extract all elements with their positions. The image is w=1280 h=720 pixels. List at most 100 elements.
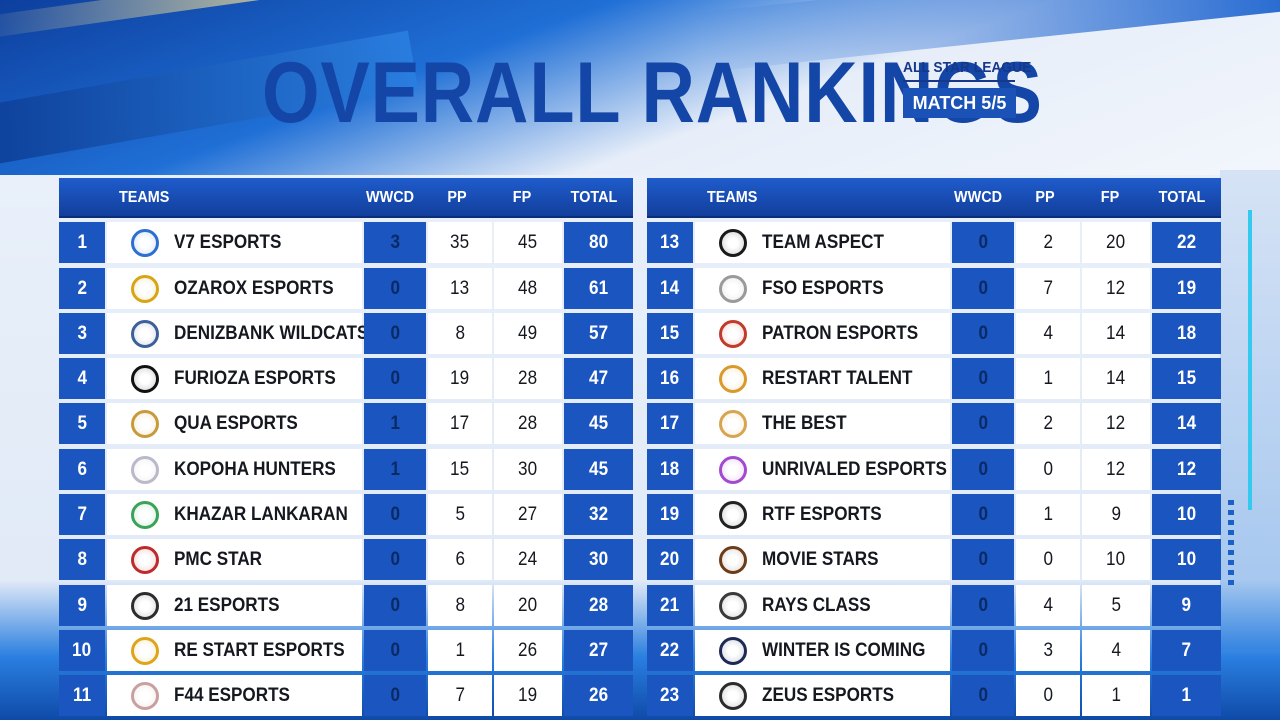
fp-value: 12: [1106, 413, 1126, 435]
rank-value: 17: [660, 413, 680, 435]
rank-cell: 13: [647, 222, 693, 264]
decorative-dots: [1228, 500, 1234, 590]
fp-value: 27: [518, 504, 538, 526]
pp-value: 7: [1043, 277, 1053, 299]
table-row: 1 V7 ESPORTS 3 35 45 80: [59, 222, 633, 264]
team-cell: QUA ESPORTS: [107, 403, 362, 445]
team-name: RESTART TALENT: [762, 368, 913, 390]
column-header-total: TOTAL: [570, 189, 618, 206]
wwcd-value: 0: [390, 504, 400, 526]
wwcd-value: 0: [390, 277, 400, 299]
rank-value: 7: [77, 504, 87, 526]
rank-cell: 8: [59, 539, 105, 581]
team-name: F44 ESPORTS: [174, 685, 290, 707]
wwcd-cell: 0: [952, 358, 1014, 400]
fp-cell: 4: [1082, 629, 1150, 671]
pp-value: 4: [1043, 594, 1053, 616]
wwcd-cell: 0: [952, 448, 1014, 490]
fp-value: 19: [518, 685, 538, 707]
column-header-teams: TEAMS: [707, 189, 758, 206]
team-cell: WINTER IS COMING: [695, 629, 950, 671]
rank-cell: 22: [647, 629, 693, 671]
pp-value: 8: [455, 594, 465, 616]
pp-cell: 3: [1016, 629, 1080, 671]
wwcd-cell: 0: [364, 584, 426, 626]
wwcd-cell: 0: [952, 494, 1014, 536]
rank-value: 9: [77, 594, 87, 616]
team-name: RTF ESPORTS: [762, 504, 882, 526]
pp-cell: 15: [428, 448, 492, 490]
table-row: 10 RE START ESPORTS 0 1 26 27: [59, 629, 633, 671]
fp-value: 9: [1111, 504, 1121, 526]
team-cell: TEAM ASPECT: [695, 222, 950, 264]
wwcd-cell: 1: [364, 448, 426, 490]
table-row: 19 RTF ESPORTS 0 1 9 10: [647, 494, 1221, 536]
total-value: 10: [1176, 549, 1197, 571]
table-row: 18 UNRIVALED ESPORTS 0 0 12 12: [647, 448, 1221, 490]
rankings-table-right: TEAMS WWCD PP FP TOTAL 13 TEAM ASPECT 0 2 20…: [647, 178, 1221, 717]
total-value: 57: [588, 322, 609, 344]
total-value: 61: [588, 277, 609, 299]
pp-cell: 6: [428, 539, 492, 581]
rank-value: 1: [77, 232, 87, 254]
fp-cell: 26: [494, 629, 562, 671]
total-value: 80: [588, 232, 609, 254]
fp-cell: 1: [1082, 675, 1150, 717]
match-badge: MATCH 5/5: [903, 88, 1016, 118]
total-value: 10: [1176, 504, 1197, 526]
wwcd-cell: 0: [952, 629, 1014, 671]
wwcd-cell: 0: [364, 267, 426, 309]
team-name: FURIOZA ESPORTS: [174, 368, 336, 390]
wwcd-value: 0: [978, 685, 988, 707]
fp-value: 1: [1111, 685, 1121, 707]
total-value: 30: [588, 549, 609, 571]
pp-cell: 4: [1016, 584, 1080, 626]
fp-cell: 5: [1082, 584, 1150, 626]
fp-cell: 45: [494, 222, 562, 264]
fp-cell: 12: [1082, 448, 1150, 490]
team-cell: DENIZBANK WILDCATS: [107, 312, 368, 354]
rank-value: 8: [77, 549, 87, 571]
pp-value: 35: [450, 232, 470, 254]
total-cell: 14: [1152, 403, 1221, 445]
total-cell: 57: [564, 312, 633, 354]
rank-value: 11: [72, 685, 92, 707]
total-cell: 9: [1152, 584, 1221, 626]
fp-cell: 28: [494, 358, 562, 400]
fp-value: 14: [1106, 368, 1126, 390]
pp-value: 2: [1043, 232, 1053, 254]
team-name: PMC STAR: [174, 549, 263, 571]
team-name: DENIZBANK WILDCATS: [174, 322, 369, 344]
team-name: TEAM ASPECT: [762, 232, 884, 254]
ozarox-logo-icon: [131, 274, 159, 303]
wwcd-cell: 3: [364, 222, 426, 264]
wwcd-cell: 0: [952, 312, 1014, 354]
total-cell: 26: [564, 675, 633, 717]
khazar-logo-icon: [131, 501, 159, 530]
total-cell: 1: [1152, 675, 1221, 717]
wwcd-cell: 1: [364, 403, 426, 445]
rank-cell: 11: [59, 675, 105, 717]
rank-cell: 1: [59, 222, 105, 264]
divider: [903, 80, 1015, 82]
rank-cell: 19: [647, 494, 693, 536]
total-cell: 28: [564, 584, 633, 626]
pp-cell: 7: [428, 675, 492, 717]
rank-value: 21: [660, 594, 680, 616]
team-name: V7 ESPORTS: [174, 232, 282, 254]
pp-cell: 7: [1016, 267, 1080, 309]
total-value: 15: [1176, 368, 1197, 390]
wwcd-cell: 0: [952, 675, 1014, 717]
column-header-total: TOTAL: [1158, 189, 1206, 206]
team-cell: PATRON ESPORTS: [695, 312, 950, 354]
pp-cell: 17: [428, 403, 492, 445]
fp-value: 20: [518, 594, 538, 616]
wwcd-cell: 0: [952, 267, 1014, 309]
fp-value: 24: [518, 549, 538, 571]
rankings-table-left: TEAMS WWCD PP FP TOTAL 1 V7 ESPORTS 3 35 45 8…: [59, 178, 633, 717]
team-cell: V7 ESPORTS: [107, 222, 362, 264]
fp-cell: 12: [1082, 267, 1150, 309]
fp-cell: 30: [494, 448, 562, 490]
pp-cell: 0: [1016, 448, 1080, 490]
total-cell: 19: [1152, 267, 1221, 309]
